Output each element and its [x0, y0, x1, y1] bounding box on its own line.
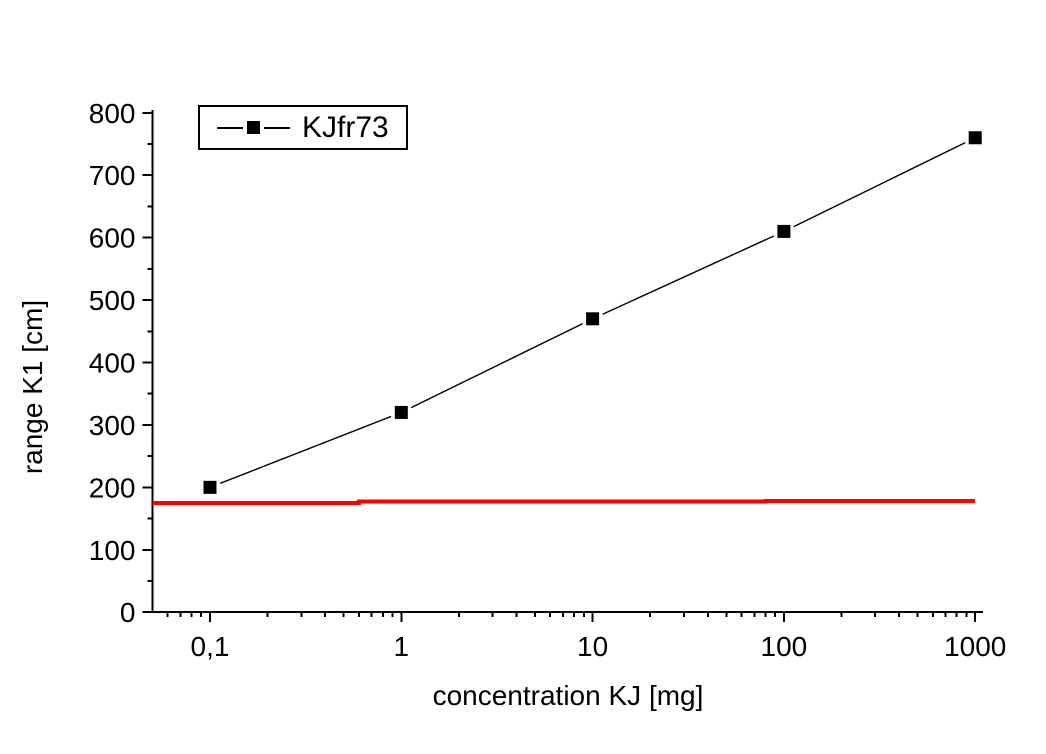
series-line-segment — [410, 323, 584, 409]
y-tick-label: 300 — [89, 410, 136, 441]
y-tick-label: 400 — [89, 348, 136, 379]
series-marker — [777, 224, 791, 238]
y-tick-label: 600 — [89, 223, 136, 254]
series-marker — [203, 480, 217, 494]
legend-square-marker-icon — [247, 121, 260, 134]
series-marker — [394, 405, 408, 419]
legend-sample — [217, 121, 290, 134]
series-marker — [586, 312, 600, 326]
reference-line — [152, 499, 976, 505]
y-tick-label: 500 — [89, 285, 136, 316]
y-tick-label: 0 — [120, 597, 136, 628]
y-tick-label: 700 — [89, 160, 136, 191]
x-tick-label: 10 — [577, 631, 608, 662]
x-tick-label: 1 — [394, 631, 410, 662]
series-line-segment — [602, 235, 775, 315]
series-line-segment — [793, 141, 966, 228]
y-axis-title: range K1 [cm] — [17, 299, 48, 475]
y-tick-label: 800 — [89, 98, 136, 129]
series-line-segment — [219, 415, 392, 484]
legend: KJfr73 — [198, 105, 408, 150]
x-tick-label: 100 — [761, 631, 808, 662]
y-tick-label: 100 — [89, 535, 136, 566]
x-axis-title: concentration KJ [mg] — [432, 680, 704, 711]
legend-line-left — [217, 126, 243, 129]
legend-line-right — [264, 126, 290, 129]
legend-label: KJfr73 — [302, 110, 389, 144]
x-tick-label: 0,1 — [191, 631, 230, 662]
x-tick-label: 1000 — [944, 631, 1006, 662]
series-marker — [968, 131, 982, 145]
y-tick-label: 200 — [89, 472, 136, 503]
